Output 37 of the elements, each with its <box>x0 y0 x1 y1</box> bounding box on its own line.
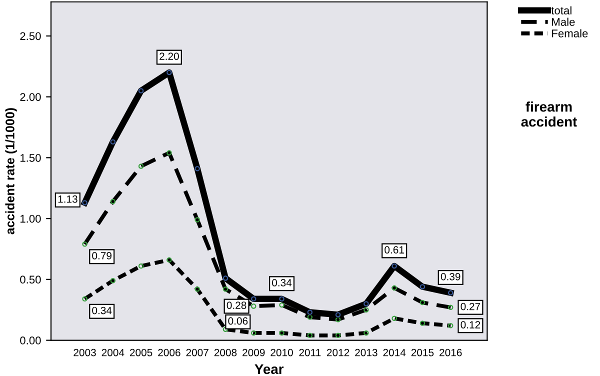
data-label: 2.20 <box>160 52 179 60</box>
y-tick-label: 1.50 <box>20 154 41 162</box>
y-tick-label: 0.00 <box>20 336 41 344</box>
data-label: 0.34 <box>92 306 112 314</box>
data-label: 0.12 <box>460 321 480 328</box>
x-tick-label: 2014 <box>383 348 406 356</box>
x-tick-label: 2004 <box>102 348 124 356</box>
data-label: 0.28 <box>226 302 246 309</box>
data-label: 0.61 <box>384 246 404 254</box>
x-tick-label: 2003 <box>74 348 96 356</box>
x-tick-label: 2005 <box>130 348 152 356</box>
legend-label: Female <box>552 29 588 38</box>
data-label: 0.06 <box>228 317 248 325</box>
data-label: 0.39 <box>440 272 460 280</box>
data-label: 0.34 <box>272 279 292 286</box>
x-tick-label: 2015 <box>411 348 434 356</box>
x-tick-label: 2006 <box>158 348 180 356</box>
data-label: 1.13 <box>58 195 78 203</box>
data-label: 0.27 <box>460 302 480 310</box>
x-tick-label: 2008 <box>214 348 237 356</box>
x-tick-label: 2016 <box>440 348 462 356</box>
x-tick-label: 2012 <box>326 348 350 356</box>
legend-label: total <box>551 6 572 14</box>
y-tick-label: 2.50 <box>20 32 41 40</box>
x-tick-label: 2009 <box>242 348 265 356</box>
text: firearm accident <box>521 102 578 127</box>
legend-label: Male <box>552 18 575 26</box>
x-tick-label: 2007 <box>186 348 208 356</box>
y-axis-title: accident rate (1/1000) <box>5 108 17 234</box>
x-tick-label: 2013 <box>355 348 378 356</box>
y-tick-label: 2.00 <box>20 93 41 101</box>
y-tick-label: 1.00 <box>20 214 41 223</box>
x-tick-label: 2010 <box>270 348 293 356</box>
x-axis-title: Year <box>254 364 284 374</box>
x-tick-label: 2011 <box>299 348 321 356</box>
data-label: 0.79 <box>92 252 112 260</box>
y-tick-label: 0.50 <box>20 276 41 284</box>
